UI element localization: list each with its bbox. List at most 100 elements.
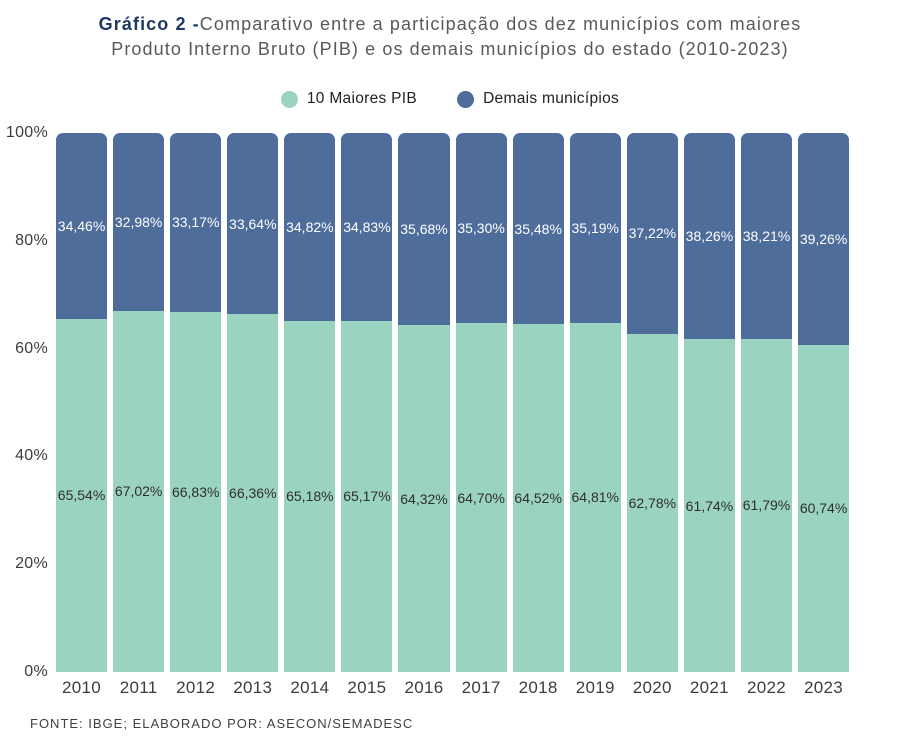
- bar-segment-10maiores-2015: 65,17%: [341, 320, 393, 672]
- chart-title-line2: Produto Interno Bruto (PIB) e os demais …: [111, 39, 789, 59]
- y-tick-label: 60%: [15, 339, 48, 357]
- bar-value-label: 35,48%: [514, 220, 562, 237]
- bar-value-label: 32,98%: [114, 213, 163, 230]
- y-tick-label: 80%: [15, 231, 48, 249]
- bar-value-label: 34,83%: [343, 218, 391, 235]
- bar-segment-demais-2013: 33,64%: [227, 133, 279, 315]
- bar-segment-demais-2023: 39,26%: [798, 133, 850, 345]
- stacked-bar-2022: 38,21% 61,79%: [740, 133, 793, 672]
- x-tick-label-2010: 2010: [62, 678, 102, 697]
- bar-value-label: 65,18%: [286, 488, 334, 505]
- bar-segment-10maiores-2017: 64,70%: [455, 323, 507, 672]
- x-tick-label-2014: 2014: [290, 678, 330, 697]
- x-tick-label-2019: 2019: [575, 678, 615, 697]
- bar-segment-10maiores-2012: 66,83%: [170, 311, 222, 672]
- bar-segment-10maiores-2018: 64,52%: [512, 324, 564, 672]
- source-note: FONTE: IBGE; ELABORADO POR: ASECON/SEMAD…: [30, 716, 414, 731]
- bar-segment-demais-2018: 35,48%: [512, 133, 564, 325]
- bar-value-label: 33,17%: [171, 214, 220, 231]
- bar-value-label: 35,68%: [400, 221, 448, 238]
- bar-segment-demais-2010: 34,46%: [56, 133, 108, 319]
- stacked-bar-2010: 34,46% 65,54%: [56, 133, 108, 672]
- bar-segment-10maiores-2010: 65,54%: [56, 318, 108, 672]
- legend-green-dot-icon: [280, 90, 298, 108]
- bar-value-label: 61,74%: [685, 497, 734, 514]
- plot-area: 34,46% 65,54% 32,98% 67,02% 33,17% 66,83% 33,6…: [56, 133, 850, 672]
- bar-value-label: 39,26%: [799, 230, 848, 247]
- y-tick-label: 100%: [5, 124, 48, 141]
- x-tick-label-2015: 2015: [347, 678, 387, 697]
- x-tick-label-2020: 2020: [632, 678, 672, 697]
- stacked-bar-2016: 35,68% 64,32%: [398, 133, 450, 672]
- bar-segment-10maiores-2020: 62,78%: [626, 333, 678, 672]
- x-tick-label-2017: 2017: [461, 678, 501, 697]
- x-tick-label-2022: 2022: [746, 678, 786, 697]
- legend: 10 Maiores PIB Demais municípios: [0, 90, 900, 108]
- bar-segment-demais-2020: 37,22%: [626, 133, 678, 334]
- bar-value-label: 34,46%: [57, 217, 106, 234]
- chart-title-prefix: Gráfico 2 -: [98, 14, 200, 34]
- bar-value-label: 64,70%: [457, 489, 505, 506]
- bar-value-label: 64,32%: [400, 490, 448, 507]
- legend-item-10-maiores-pib: 10 Maiores PIB: [280, 90, 418, 108]
- bar-value-label: 64,52%: [514, 490, 562, 507]
- x-tick-label-2013: 2013: [233, 678, 273, 697]
- x-tick-label-2018: 2018: [518, 678, 558, 697]
- y-tick-label: 20%: [15, 555, 48, 573]
- x-tick-label-2012: 2012: [176, 678, 216, 697]
- bar-segment-10maiores-2011: 67,02%: [113, 310, 165, 672]
- stacked-bar-2011: 32,98% 67,02%: [113, 133, 165, 672]
- stacked-bar-2013: 33,64% 66,36%: [227, 133, 279, 672]
- bar-segment-10maiores-2019: 64,81%: [569, 322, 621, 672]
- bar-segment-demais-2017: 35,30%: [455, 133, 507, 324]
- bar-segment-demais-2015: 34,83%: [341, 133, 393, 321]
- bar-value-label: 62,78%: [628, 494, 677, 511]
- bar-value-label: 34,82%: [286, 218, 334, 235]
- stacked-bar-2014: 34,82% 65,18%: [284, 133, 336, 672]
- legend-blue-dot-icon: [457, 90, 475, 108]
- x-axis: 2010 2011 2012 2013 2014 2015 2016 2017 2018 2019…: [56, 678, 849, 702]
- bar-value-label: 38,21%: [742, 227, 791, 244]
- stacked-bar-2017: 35,30% 64,70%: [455, 133, 507, 672]
- x-tick-label-2011: 2011: [119, 678, 158, 697]
- stacked-bar-2015: 34,83% 65,17%: [341, 133, 393, 672]
- bar-value-label: 35,30%: [457, 220, 505, 237]
- stacked-bar-2020: 37,22% 62,78%: [626, 133, 678, 672]
- bar-value-label: 38,26%: [685, 228, 734, 245]
- bar-value-label: 67,02%: [114, 483, 163, 500]
- chart-title: Gráfico 2 -Comparativo entre a participa…: [0, 12, 900, 62]
- stacked-bar-2012: 33,17% 66,83%: [170, 133, 222, 672]
- bar-segment-10maiores-2021: 61,74%: [683, 339, 735, 672]
- stacked-bar-2021: 38,26% 61,74%: [683, 133, 735, 672]
- bar-segment-10maiores-2013: 66,36%: [227, 314, 279, 672]
- bar-value-label: 33,64%: [229, 215, 277, 232]
- stacked-bar-2019: 35,19% 64,81%: [569, 133, 621, 672]
- legend-label-demais-municipios: Demais municípios: [483, 90, 620, 107]
- bar-segment-demais-2012: 33,17%: [170, 133, 222, 312]
- bar-value-label: 66,83%: [171, 483, 220, 500]
- bar-segment-10maiores-2014: 65,18%: [284, 320, 336, 672]
- chart-title-line1: Gráfico 2 -Comparativo entre a participa…: [0, 12, 900, 37]
- bar-value-label: 65,17%: [343, 488, 391, 505]
- bar-value-label: 65,54%: [57, 487, 106, 504]
- bar-segment-10maiores-2022: 61,79%: [740, 338, 793, 672]
- bar-segment-demais-2014: 34,82%: [284, 133, 336, 321]
- bar-value-label: 60,74%: [799, 500, 848, 517]
- bar-segment-10maiores-2016: 64,32%: [398, 325, 450, 672]
- bar-segment-10maiores-2023: 60,74%: [798, 344, 850, 672]
- y-axis: 100% 80% 60% 40% 20% 0%: [0, 124, 48, 680]
- bar-segment-demais-2016: 35,68%: [398, 133, 450, 326]
- bar-segment-demais-2011: 32,98%: [113, 133, 165, 311]
- bar-value-label: 64,81%: [571, 489, 619, 506]
- bar-segment-demais-2019: 35,19%: [569, 133, 621, 323]
- bar-value-label: 35,19%: [571, 219, 619, 236]
- bar-segment-demais-2022: 38,21%: [740, 133, 793, 339]
- bar-value-label: 37,22%: [628, 225, 677, 242]
- legend-item-demais-municipios: Demais municípios: [457, 90, 619, 108]
- y-tick-label: 40%: [15, 447, 48, 465]
- legend-label-10-maiores-pib: 10 Maiores PIB: [306, 90, 418, 107]
- chart-title-text1: Comparativo entre a participação dos dez…: [199, 14, 802, 34]
- x-tick-label-2021: 2021: [689, 678, 729, 697]
- bar-value-label: 61,79%: [742, 497, 791, 514]
